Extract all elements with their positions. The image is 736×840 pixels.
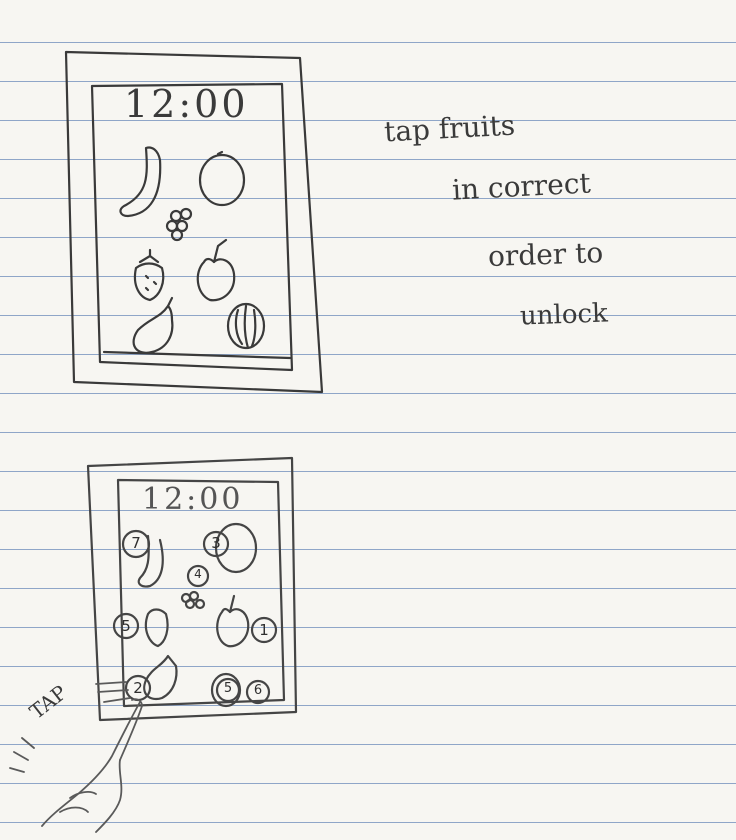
- order-number-melon-left: 5: [223, 681, 233, 696]
- clock-text-1: 12:00: [124, 82, 249, 126]
- note-line-4: unlock: [519, 298, 609, 332]
- phone-outer-frame-2: [86, 456, 298, 722]
- order-number-strawberry: 5: [121, 617, 131, 635]
- phone-inner-frame-2: [116, 478, 286, 708]
- order-number-grapes: 4: [194, 567, 202, 581]
- orange-icon: [198, 153, 246, 207]
- phone-outer-frame: [64, 50, 324, 394]
- order-number-melon-right: 6: [253, 683, 263, 698]
- watermelon-icon: [226, 302, 266, 350]
- grapes-icon: [165, 207, 193, 242]
- apple-icon: [196, 238, 236, 302]
- order-number-pear: 2: [133, 679, 143, 697]
- order-number-banana: 7: [131, 534, 141, 552]
- clock-text-2: 12:00: [142, 482, 244, 517]
- phone-sketch-1: [64, 50, 324, 394]
- phone-sketch-2: [86, 456, 298, 722]
- screen-bottom-line: [102, 350, 292, 360]
- order-number-orange: 3: [211, 534, 221, 552]
- banana-icon: [119, 146, 162, 218]
- phone-inner-frame: [90, 82, 294, 372]
- note-line-1: tap fruits: [383, 108, 516, 149]
- pear-icon: [132, 296, 174, 354]
- note-line-3: order to: [487, 236, 604, 273]
- hand-icon: [9, 681, 143, 833]
- strawberry-icon: [133, 248, 165, 302]
- order-number-apple: 1: [259, 621, 269, 639]
